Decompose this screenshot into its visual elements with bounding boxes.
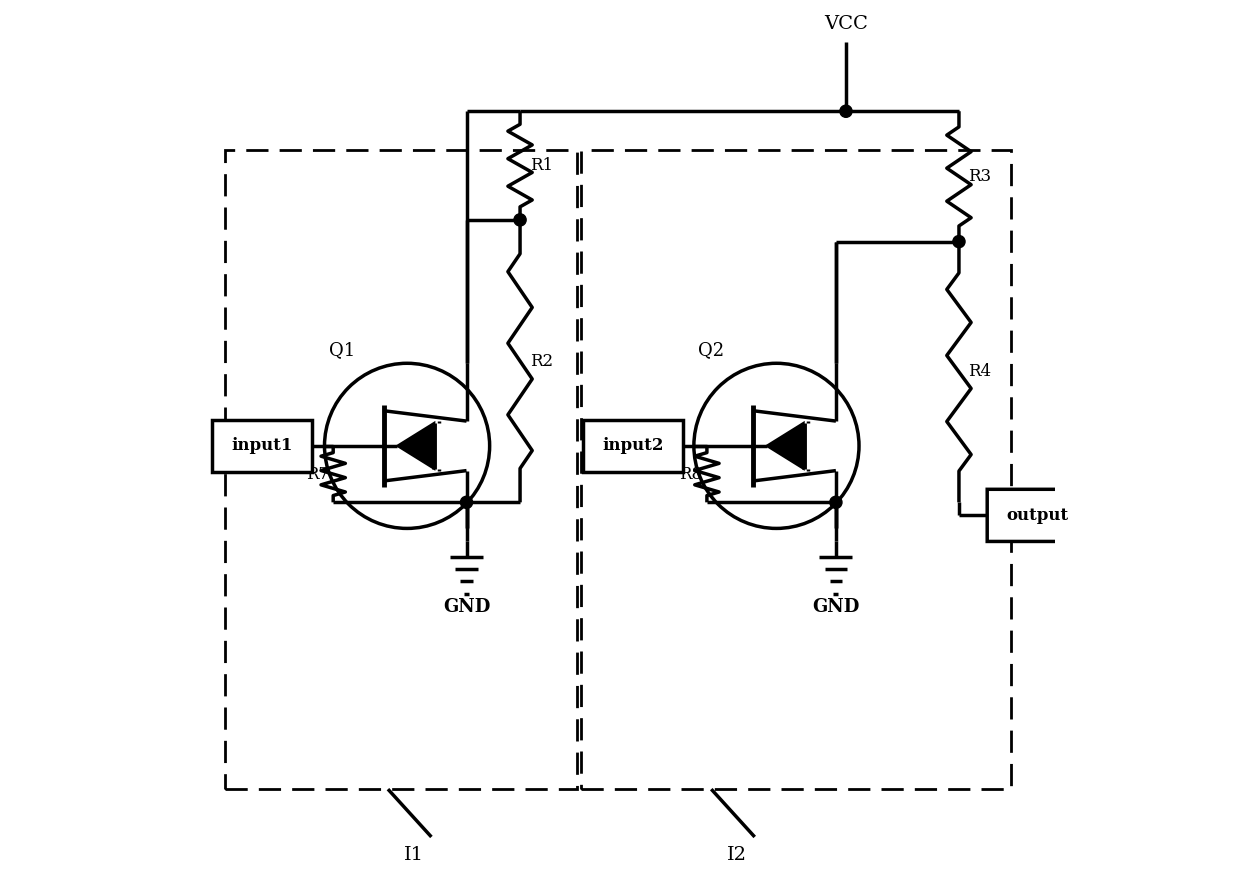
Text: I2: I2 <box>728 846 748 864</box>
Polygon shape <box>397 423 434 469</box>
Text: output: output <box>1006 507 1068 524</box>
Circle shape <box>952 236 965 248</box>
Circle shape <box>513 214 526 226</box>
FancyBboxPatch shape <box>583 419 683 472</box>
Text: R2: R2 <box>531 352 553 370</box>
Text: R8: R8 <box>680 465 703 483</box>
Text: R4: R4 <box>967 364 991 381</box>
Text: GND: GND <box>443 598 490 616</box>
Text: R3: R3 <box>967 168 991 185</box>
Polygon shape <box>766 423 804 469</box>
Text: input1: input1 <box>231 437 293 455</box>
Polygon shape <box>987 489 1102 541</box>
Text: R1: R1 <box>531 157 553 174</box>
Text: Q2: Q2 <box>698 341 724 358</box>
Circle shape <box>460 496 472 509</box>
Text: R7: R7 <box>306 465 329 483</box>
Text: Q1: Q1 <box>329 341 355 358</box>
Text: GND: GND <box>812 598 859 616</box>
Circle shape <box>839 105 852 117</box>
Text: input2: input2 <box>603 437 663 455</box>
FancyBboxPatch shape <box>212 419 312 472</box>
Circle shape <box>830 496 842 509</box>
Text: I1: I1 <box>404 846 424 864</box>
Text: VCC: VCC <box>825 15 868 33</box>
